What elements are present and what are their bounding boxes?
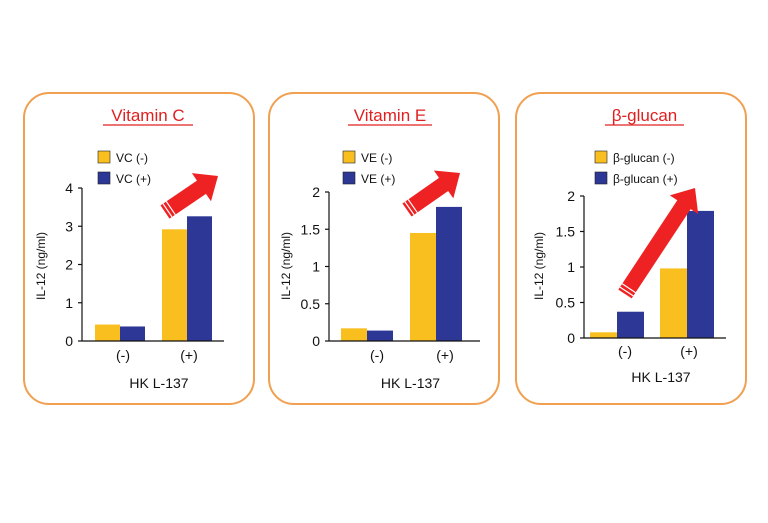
- bar: [162, 229, 187, 341]
- trend-arrow-shape: [618, 187, 699, 299]
- y-tick-label: 1: [65, 295, 73, 311]
- y-tick-label: 0: [65, 333, 73, 349]
- arrow-tail-stripe: [619, 286, 634, 297]
- panel-title: Vitamin C: [111, 106, 184, 125]
- trend-arrow-shape: [160, 173, 219, 219]
- x-category-label: (+): [436, 347, 454, 363]
- panel-title: β-glucan: [612, 106, 678, 125]
- trend-arrow: [618, 187, 699, 299]
- bar: [590, 332, 617, 338]
- legend-label: VE (-): [361, 151, 392, 165]
- arrow-tail-stripe: [621, 283, 636, 294]
- arrow-tail-stripe: [404, 201, 415, 216]
- y-tick-label: 0: [312, 333, 320, 349]
- trend-arrow-shape: [402, 170, 461, 217]
- x-axis-label: HK L-137: [381, 375, 440, 391]
- arrow-tail-stripe: [165, 201, 176, 216]
- arrow-tail-stripe: [407, 199, 418, 213]
- legend-label: VC (+): [116, 172, 151, 186]
- y-tick-label: 2: [312, 184, 320, 200]
- y-axis-label: IL-12 (ng/ml): [34, 232, 48, 300]
- legend-swatch: [594, 171, 608, 185]
- bar: [341, 328, 367, 341]
- bar: [367, 330, 393, 341]
- x-category-label: (-): [116, 347, 130, 363]
- y-tick-label: 0: [567, 330, 575, 346]
- x-axis-label: HK L-137: [129, 375, 188, 391]
- bar: [617, 311, 644, 338]
- legend-label: VC (-): [116, 151, 148, 165]
- y-tick-label: 3: [65, 218, 73, 234]
- trend-arrow: [160, 173, 219, 219]
- x-axis-label: HK L-137: [631, 369, 690, 385]
- panel-vitamin-e: Vitamin E VE (-) VE (+) 0 0.5 1 1.5 2 (-) (+) HK L…: [268, 92, 500, 405]
- bar: [410, 232, 436, 341]
- legend-label: β-glucan (-): [613, 151, 675, 165]
- legend-label: β-glucan (+): [613, 172, 678, 186]
- panel-beta-glucan: β-glucan β-glucan (-) β-glucan (+) 0 0.5 1 1.5…: [515, 92, 747, 405]
- y-tick-label: 1.5: [556, 224, 576, 240]
- x-category-label: (-): [370, 347, 384, 363]
- y-tick-label: 2: [65, 257, 73, 273]
- trend-arrow: [402, 170, 461, 217]
- x-category-label: (-): [618, 343, 632, 359]
- legend-swatch: [594, 150, 608, 164]
- chart-beta-glucan: β-glucan β-glucan (-) β-glucan (+) 0 0.5 1 1.5…: [532, 106, 726, 385]
- chart-vitamin-e: Vitamin E VE (-) VE (+) 0 0.5 1 1.5 2 (-) (+) HK L…: [279, 106, 480, 391]
- y-tick-label: 0.5: [556, 295, 576, 311]
- panel-vitamin-c: Vitamin C VC (-) VC (+) 0 1 2 3 4 (-) (+) HK L-137…: [23, 92, 255, 405]
- y-axis-label: IL-12 (ng/ml): [279, 232, 293, 300]
- panel-title: Vitamin E: [354, 106, 426, 125]
- legend-swatch: [342, 171, 356, 185]
- bar: [687, 210, 714, 338]
- legend-swatch: [97, 150, 111, 164]
- y-tick-label: 0.5: [301, 296, 321, 312]
- legend-swatch: [97, 171, 111, 185]
- legend-label: VE (+): [361, 172, 395, 186]
- y-tick-label: 1: [567, 259, 575, 275]
- arrow-tail-stripe: [162, 203, 173, 218]
- bar: [436, 206, 462, 341]
- y-tick-label: 1: [312, 259, 320, 275]
- legend-swatch: [342, 150, 356, 164]
- bar: [660, 268, 687, 338]
- bar: [120, 326, 145, 341]
- x-category-label: (+): [680, 343, 698, 359]
- bar: [187, 216, 212, 341]
- y-tick-label: 2: [567, 188, 575, 204]
- y-axis-label: IL-12 (ng/ml): [532, 232, 546, 300]
- y-tick-label: 1.5: [301, 221, 321, 237]
- chart-vitamin-c: Vitamin C VC (-) VC (+) 0 1 2 3 4 (-) (+) HK L-137…: [34, 106, 224, 391]
- x-category-label: (+): [180, 347, 198, 363]
- y-tick-label: 4: [65, 180, 73, 196]
- bar: [95, 324, 120, 341]
